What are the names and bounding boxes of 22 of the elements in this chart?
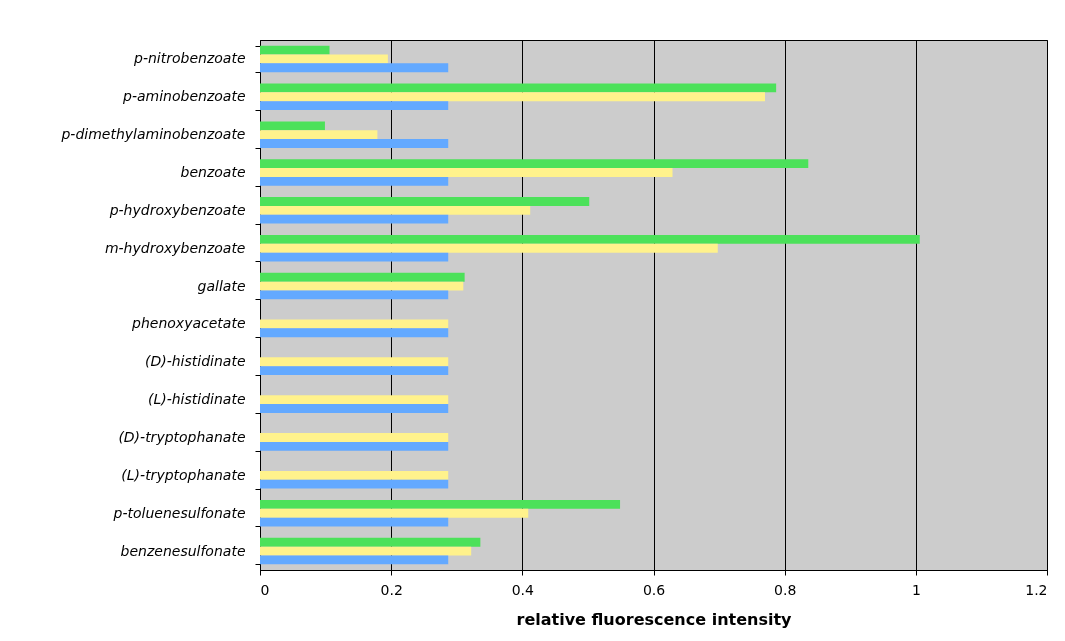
y-tick-label: (D)-histidinate: [144, 353, 246, 370]
x-tick-label: 1.2: [1025, 581, 1048, 598]
x-tick-label: 0.2: [380, 581, 403, 598]
y-tick-label: (L)-histidinate: [147, 391, 246, 408]
x-axis-title: relative fluorescence intensity: [516, 609, 793, 629]
x-tick-label: 0.4: [511, 581, 535, 598]
x-tick-label: 1: [911, 581, 921, 598]
y-tick-label: (D)-tryptophanate: [118, 429, 246, 445]
x-tick-label: 0: [260, 581, 270, 598]
y-tick-label: benzoate: [180, 164, 246, 180]
y-tick-label: p-hydroxybenzoate: [108, 201, 246, 218]
y-tick-label: m-hydroxybenzoate: [104, 239, 246, 256]
x-tick-label: 0.8: [774, 581, 797, 598]
y-tick-label: p-aminobenzoate: [122, 88, 246, 105]
y-tick-label: benzenesulfonate: [120, 542, 246, 559]
y-tick-label: p-nitrobenzoate: [133, 50, 246, 67]
y-tick-label: phenoxyacetate: [131, 315, 246, 332]
y-tick-label: (L)-tryptophanate: [121, 466, 246, 483]
y-tick-label: gallate: [197, 277, 246, 294]
y-tick-label: p-dimethylaminobenzoate: [60, 126, 246, 143]
y-tick-label: p-toluenesulfonate: [112, 504, 246, 521]
x-tick-label: 0.6: [642, 581, 666, 598]
